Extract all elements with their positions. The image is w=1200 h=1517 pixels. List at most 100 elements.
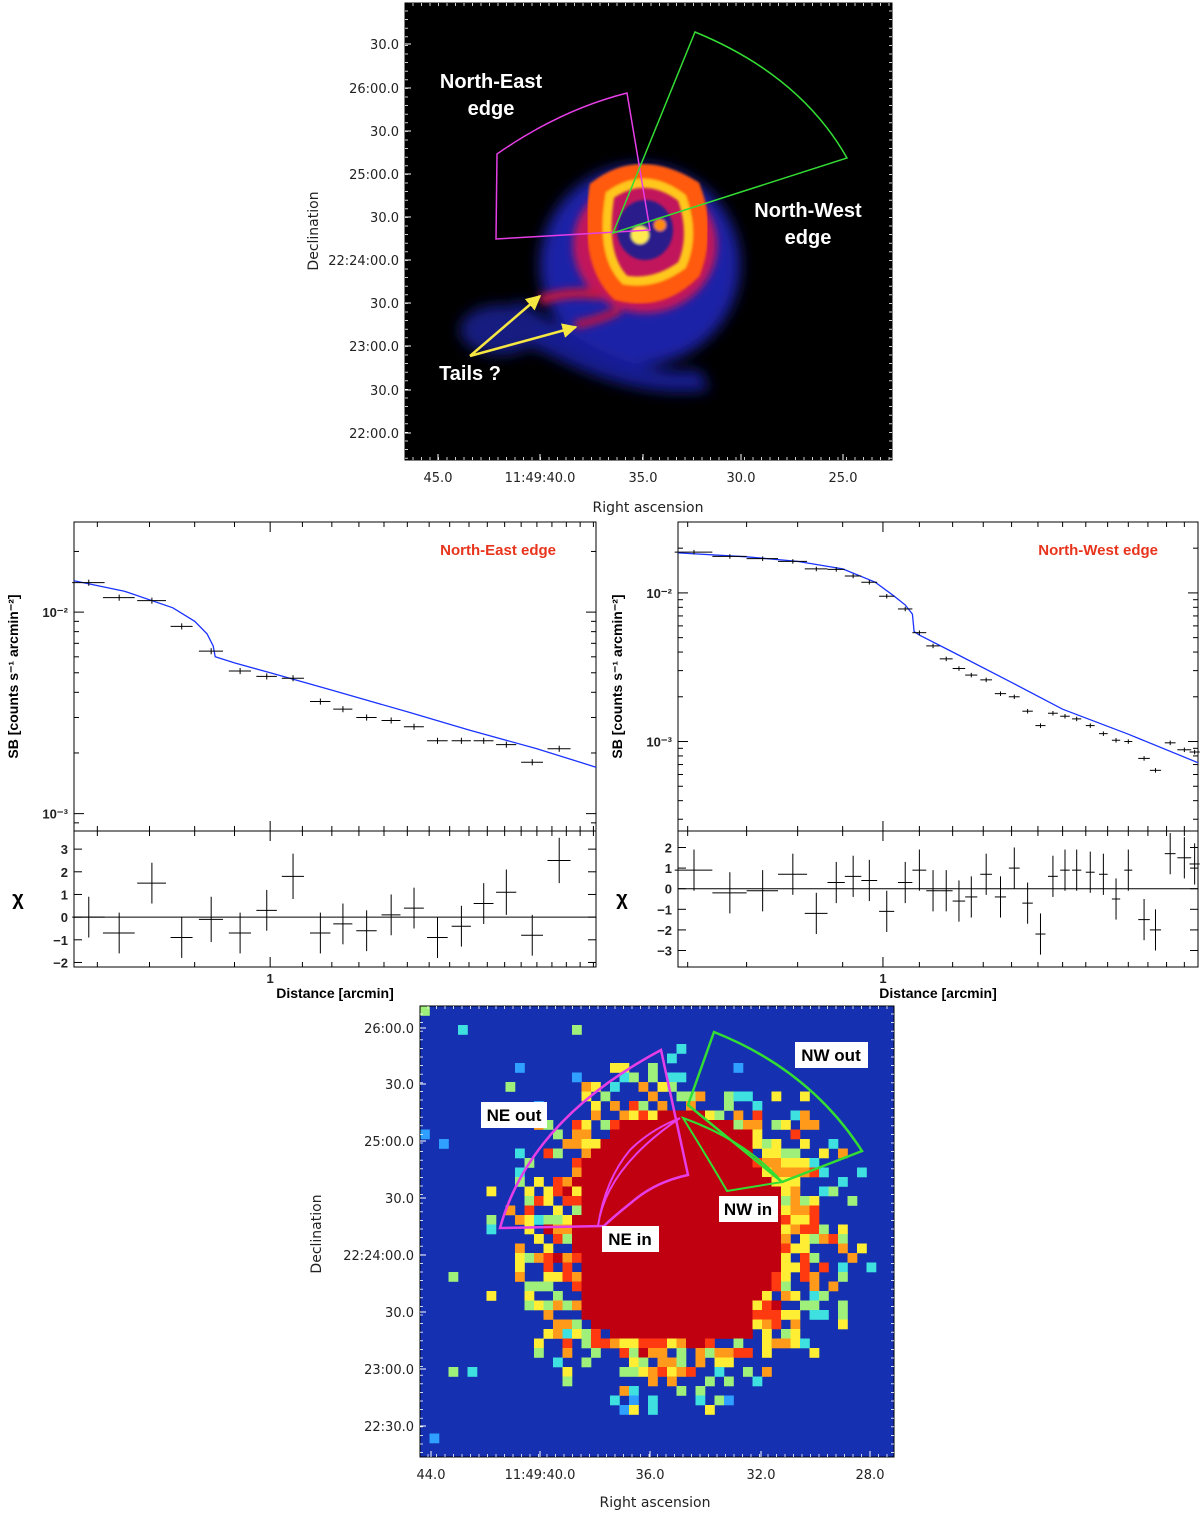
count-pixel — [752, 1272, 763, 1282]
count-pixel — [676, 1072, 687, 1083]
count-pixel — [733, 1120, 744, 1130]
count-pixel — [629, 1186, 639, 1197]
count-pixel — [629, 1215, 639, 1225]
count-pixel — [591, 1148, 601, 1159]
count-pixel — [800, 1300, 810, 1311]
count-pixel — [695, 1091, 706, 1102]
count-pixel — [667, 1177, 677, 1187]
count-pixel — [591, 1319, 601, 1330]
count-pixel — [619, 1205, 630, 1216]
count-pixel — [733, 1110, 744, 1121]
count-pixel — [724, 1348, 734, 1358]
count-pixel — [733, 1243, 744, 1254]
count-pixel — [486, 1186, 497, 1197]
count-pixel — [629, 1177, 639, 1187]
count-pixel — [743, 1281, 753, 1292]
count-pixel — [714, 1177, 725, 1187]
count-pixel — [515, 1063, 525, 1073]
count-pixel — [676, 1044, 687, 1054]
count-pixel — [458, 1025, 468, 1035]
count-pixel — [695, 1158, 706, 1168]
count-pixel — [781, 1120, 791, 1130]
ne-data-point — [170, 623, 193, 630]
count-pixel — [695, 1243, 706, 1254]
count-pixel — [714, 1262, 725, 1273]
count-pixel — [572, 1224, 582, 1235]
nw-sb-ytick-label: 10⁻² — [646, 586, 672, 601]
count-pixel — [676, 1110, 687, 1121]
count-pixel — [610, 1395, 620, 1406]
nw-out-label-box — [795, 1042, 868, 1068]
nw-resid-point — [674, 849, 713, 891]
count-pixel — [733, 1177, 744, 1187]
count-pixel — [828, 1234, 839, 1244]
count-pixel — [572, 1329, 582, 1339]
ne-sb-ytick-label: 10⁻² — [42, 605, 68, 620]
count-pixel — [752, 1319, 763, 1330]
count-pixel — [581, 1291, 592, 1301]
nw-in-region — [680, 1116, 784, 1193]
count-pixel — [790, 1319, 801, 1330]
count-pixel — [695, 1148, 706, 1159]
count-pixel — [695, 1139, 706, 1149]
count-pixel — [629, 1329, 639, 1339]
count-pixel — [771, 1253, 782, 1263]
ne-edge-label-line2: edge — [468, 98, 515, 120]
count-pixel — [600, 1120, 611, 1130]
count-pixel — [591, 1300, 601, 1311]
count-pixel — [562, 1139, 573, 1149]
count-pixel — [809, 1253, 820, 1263]
nw-out-label: NW out — [801, 1046, 861, 1065]
count-pixel — [600, 1300, 611, 1311]
nw-resid-point — [844, 855, 862, 897]
count-pixel — [629, 1253, 639, 1263]
count-pixel — [638, 1120, 649, 1130]
count-pixel — [762, 1291, 772, 1301]
count-pixel — [534, 1253, 544, 1263]
count-pixel — [762, 1139, 772, 1149]
count-pixel — [610, 1253, 620, 1263]
count-pixel — [762, 1319, 772, 1330]
count-pixel — [724, 1177, 734, 1187]
count-pixel — [686, 1234, 696, 1244]
bottom-xtick-label: 11:49:40.0 — [505, 1468, 576, 1483]
count-pixel — [809, 1272, 820, 1282]
count-pixel — [610, 1310, 620, 1320]
count-pixel — [724, 1319, 734, 1330]
count-pixel — [581, 1158, 592, 1168]
ne-data-point — [333, 706, 353, 713]
ne-data-point — [281, 675, 304, 682]
nw-resid-ytick-label: 1 — [665, 861, 672, 876]
count-pixel — [667, 1262, 677, 1273]
count-pixel — [581, 1253, 592, 1263]
count-pixel — [714, 1139, 725, 1149]
ne-ylabel: SB [counts s⁻¹ arcmin⁻²] — [5, 594, 21, 758]
count-pixel — [543, 1253, 554, 1263]
count-pixel — [686, 1158, 696, 1168]
count-pixel — [600, 1167, 611, 1178]
count-pixel — [638, 1329, 649, 1339]
count-pixel — [838, 1234, 848, 1244]
count-pixel — [534, 1215, 544, 1225]
count-pixel — [610, 1101, 620, 1111]
count-pixel — [534, 1348, 544, 1358]
count-pixel — [762, 1243, 772, 1254]
count-pixel — [619, 1196, 630, 1206]
count-pixel — [619, 1262, 630, 1273]
count-pixel — [591, 1272, 601, 1282]
count-pixel — [524, 1300, 535, 1311]
bottom-image-pixels — [420, 1006, 877, 1444]
count-pixel — [724, 1357, 734, 1368]
count-pixel — [676, 1386, 687, 1396]
count-pixel — [534, 1196, 544, 1206]
count-pixel — [515, 1253, 525, 1263]
count-pixel — [762, 1367, 772, 1377]
count-pixel — [695, 1167, 706, 1178]
nw-data-point — [1189, 749, 1200, 755]
nw-resid-point — [1138, 899, 1150, 941]
count-pixel — [695, 1129, 706, 1140]
count-pixel — [847, 1253, 858, 1263]
count-pixel — [600, 1319, 611, 1330]
ne-resid-point — [256, 889, 277, 931]
nw-data-point — [778, 559, 808, 564]
